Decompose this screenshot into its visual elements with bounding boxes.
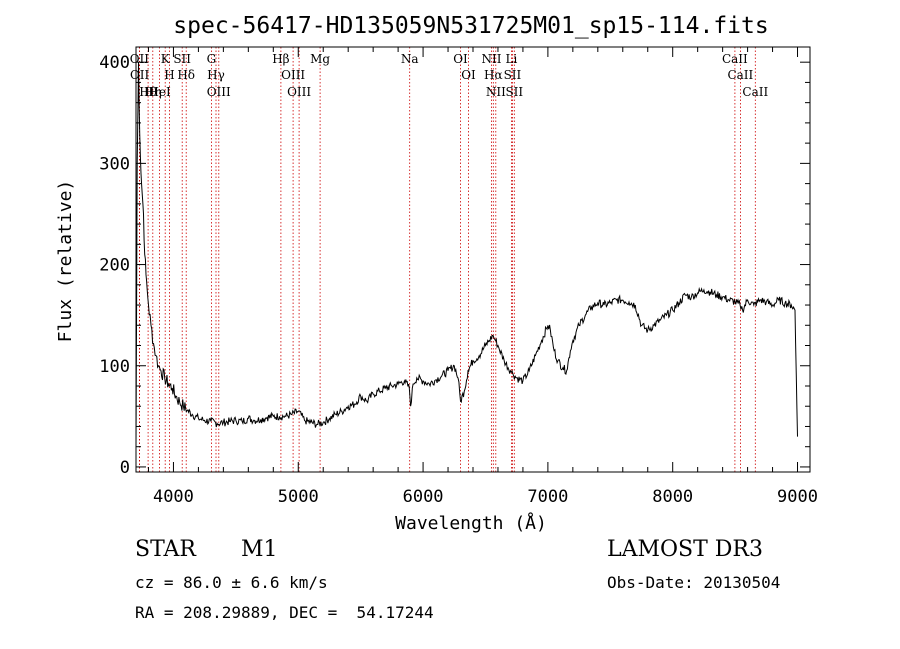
line-label: OII — [130, 68, 150, 82]
line-label: NII — [481, 52, 501, 66]
y-tick-label: 400 — [99, 53, 130, 73]
ra-dec-coordinates: RA = 208.29889, DEC = 54.17244 — [135, 603, 434, 622]
line-label: CaII — [727, 68, 753, 82]
observation-date: Obs-Date: 20130504 — [607, 573, 781, 592]
line-label: Mg — [310, 52, 330, 66]
spectrum-line — [135, 62, 798, 447]
x-axis-label: Wavelength (Å) — [395, 512, 547, 534]
line-label: K — [161, 52, 171, 66]
line-label: Hδ — [177, 68, 195, 82]
line-label: Na — [401, 52, 419, 66]
line-label: OIII — [281, 68, 305, 82]
line-label: Li — [506, 52, 518, 66]
line-label: CaII — [742, 85, 768, 99]
object-class: STAR — [135, 537, 196, 562]
axis-ticks: 4000 5000 6000 7000 8000 9000 0 100 200 300 400 — [99, 47, 818, 507]
y-tick-label: 300 — [99, 154, 130, 174]
line-label: OII — [130, 52, 150, 66]
x-tick-label: 6000 — [403, 487, 444, 507]
x-tick-label: 4000 — [153, 487, 194, 507]
spectral-line-markers — [138, 47, 756, 472]
y-tick-label: 200 — [99, 256, 130, 276]
y-tick-label: 0 — [120, 458, 130, 478]
x-tick-label: 8000 — [652, 487, 693, 507]
line-label: G — [207, 52, 217, 66]
line-label: OI — [461, 68, 476, 82]
plot-frame — [135, 46, 811, 473]
line-label: CaII — [722, 52, 748, 66]
x-tick-label: 9000 — [777, 487, 818, 507]
x-tick-label: 5000 — [278, 487, 319, 507]
line-label: OIII — [287, 85, 311, 99]
redshift-velocity: cz = 86.0 ± 6.6 km/s — [135, 573, 328, 592]
chart-title: spec-56417-HD135059N531725M01_sp15-114.f… — [173, 13, 768, 39]
line-label: SII — [173, 52, 191, 66]
line-label: Hη — [144, 85, 162, 99]
y-tick-label: 100 — [99, 357, 130, 377]
line-label: HeI — [148, 85, 171, 99]
line-label: Hθ — [139, 85, 157, 99]
line-label: Hγ — [207, 68, 225, 82]
object-subclass: M1 — [241, 537, 278, 562]
line-label: H — [164, 68, 174, 82]
x-tick-label: 7000 — [527, 487, 568, 507]
line-label: OI — [453, 52, 468, 66]
spectrum-chart: spec-56417-HD135059N531725M01_sp15-114.f… — [55, 13, 818, 534]
line-label: OIII — [207, 85, 231, 99]
line-label: Hβ — [272, 52, 289, 66]
line-label: NII — [486, 85, 506, 99]
y-axis-label: Flux (relative) — [55, 180, 76, 343]
line-label: SII — [504, 68, 522, 82]
survey-name: LAMOST DR3 — [607, 537, 763, 562]
line-label: SII — [505, 85, 523, 99]
line-label: Hα — [484, 68, 503, 82]
